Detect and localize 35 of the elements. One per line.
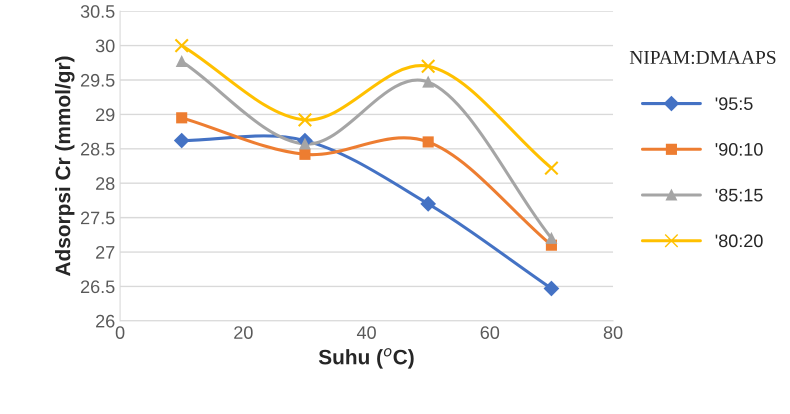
y-tick-label: 27.5 bbox=[80, 212, 114, 224]
y-tick-label: 30.5 bbox=[80, 5, 114, 18]
point bbox=[174, 132, 190, 148]
y-tick-label: 29.5 bbox=[80, 74, 114, 87]
x-tick-label: 80 bbox=[604, 326, 622, 339]
legend-title: NIPAM:DMAAPS bbox=[630, 50, 776, 64]
y-tick-label: 28 bbox=[96, 177, 114, 190]
x-axis-title: Suhu ($^{o}$C) bbox=[318, 348, 414, 369]
y-axis-title: Adsorpsi Cr (mmol/gr) bbox=[55, 56, 75, 276]
x-tick-label: 0 bbox=[116, 326, 124, 339]
y-tick-label: 28.5 bbox=[80, 142, 114, 156]
x-tick-label: 20 bbox=[234, 326, 253, 339]
point bbox=[174, 38, 189, 53]
point bbox=[544, 280, 559, 296]
point bbox=[420, 196, 436, 212]
point bbox=[546, 232, 557, 244]
point bbox=[422, 136, 434, 148]
legend-label: '85:15 bbox=[716, 188, 763, 202]
point bbox=[176, 56, 188, 67]
y-tick-label: 26.5 bbox=[80, 280, 114, 294]
y-tick-label: 29 bbox=[96, 108, 114, 122]
legend-label: '95:5 bbox=[716, 97, 753, 110]
y-tick-label: 26 bbox=[96, 314, 114, 328]
legend-label: '90:10 bbox=[716, 142, 763, 156]
x-tick-label: 60 bbox=[480, 326, 500, 339]
point bbox=[176, 112, 188, 124]
legend-label: '80:20 bbox=[716, 234, 763, 248]
x-tick-label: 40 bbox=[356, 326, 376, 339]
point bbox=[420, 58, 436, 74]
point bbox=[544, 160, 559, 176]
point bbox=[422, 76, 434, 88]
point bbox=[299, 148, 310, 160]
y-tick-label: 30 bbox=[96, 40, 115, 52]
point bbox=[298, 112, 312, 128]
y-tick-label: 27 bbox=[96, 246, 114, 259]
